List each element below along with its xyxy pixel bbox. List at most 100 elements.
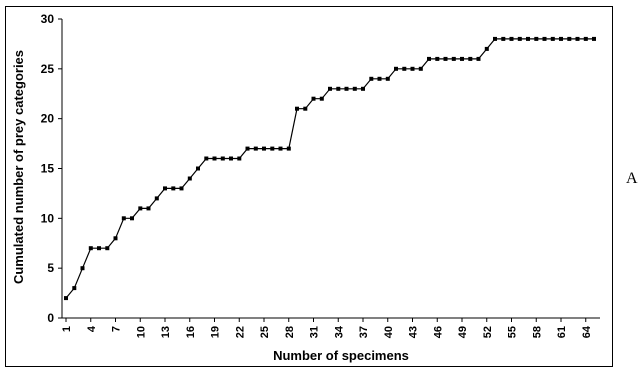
data-point	[262, 146, 266, 151]
y-tick-label: 25	[41, 62, 55, 76]
data-point	[196, 166, 200, 171]
data-point	[336, 86, 341, 91]
x-tick-label: 25	[259, 326, 271, 338]
data-point	[179, 186, 184, 191]
x-tick-label: 43	[408, 326, 420, 338]
data-point	[64, 296, 68, 301]
axes-layer: 0 5 10 15 20 25 30 1 4 7 10 13 16 19 22 25 28 31 34 37 40 43 4…	[41, 12, 600, 338]
data-point	[121, 216, 126, 221]
data-point	[352, 86, 357, 91]
data-point	[542, 36, 547, 41]
x-tick-label: 58	[531, 326, 543, 338]
data-point	[328, 86, 332, 91]
data-point	[319, 96, 324, 101]
x-tick-label: 4	[86, 325, 98, 332]
data-point	[344, 86, 349, 91]
data-point	[559, 36, 563, 41]
series-line	[65, 38, 594, 299]
x-tick-label: 52	[482, 326, 494, 338]
x-tick-label: 40	[383, 326, 395, 338]
data-point	[163, 186, 167, 191]
data-point	[154, 196, 159, 201]
x-tick-label: 49	[457, 326, 469, 338]
data-point	[295, 106, 299, 111]
data-point	[517, 36, 522, 41]
x-tick-label: 19	[210, 326, 222, 338]
data-point	[476, 56, 481, 61]
data-point	[245, 146, 250, 151]
x-tick-label: 22	[234, 326, 246, 338]
data-point	[567, 36, 572, 41]
data-point	[435, 56, 440, 61]
data-point	[443, 56, 448, 61]
y-tick-label: 5	[47, 261, 54, 275]
data-point	[278, 146, 283, 151]
data-point	[171, 186, 176, 191]
x-axis-title: Number of specimens	[273, 348, 409, 363]
data-point	[410, 66, 415, 71]
x-tick-label: 10	[135, 326, 147, 338]
y-tick-label: 0	[47, 311, 54, 325]
data-point	[377, 76, 382, 81]
data-point	[583, 36, 588, 41]
x-tick-label: 46	[432, 326, 444, 338]
data-point	[493, 36, 497, 41]
data-point	[468, 56, 473, 61]
data-point	[187, 176, 192, 181]
y-tick-label: 20	[41, 112, 55, 126]
data-point	[394, 66, 398, 71]
data-point	[130, 216, 134, 221]
y-tick-label: 30	[41, 12, 55, 26]
data-point	[369, 76, 374, 81]
y-axis-title: Cumulated number of prey categories	[11, 50, 26, 284]
data-point	[286, 146, 291, 151]
data-point	[72, 286, 77, 291]
data-point	[229, 156, 233, 161]
data-point	[592, 36, 596, 41]
series-layer	[64, 36, 596, 301]
x-tick-label: 31	[309, 326, 321, 338]
data-point	[311, 96, 316, 101]
x-tick-label: 64	[581, 325, 593, 338]
x-tick-label: 13	[160, 326, 172, 338]
data-point	[204, 156, 209, 161]
data-point	[526, 36, 530, 41]
panel-letter: A	[626, 170, 638, 187]
data-point	[220, 156, 225, 161]
data-point	[237, 156, 242, 161]
x-tick-label: 37	[358, 326, 370, 338]
data-point	[418, 66, 423, 71]
x-tick-label: 7	[111, 326, 123, 332]
data-point	[88, 246, 93, 251]
x-tick-label: 55	[507, 326, 519, 338]
data-point	[501, 36, 506, 41]
data-point	[427, 56, 431, 61]
data-point	[97, 246, 101, 251]
data-point	[212, 156, 217, 161]
data-point	[451, 56, 456, 61]
data-point	[534, 36, 539, 41]
data-point	[303, 106, 308, 111]
chart-frame: 0 5 10 15 20 25 30 1 4 7 10 13 16 19 22 25 28 31 34 37 40 43 4…	[5, 6, 613, 367]
data-point	[80, 266, 85, 271]
y-tick-label: 10	[41, 211, 55, 225]
data-point	[138, 206, 143, 211]
y-tick-label: 15	[41, 162, 55, 176]
x-tick-label: 34	[333, 325, 345, 338]
x-tick-label: 16	[185, 326, 197, 338]
data-point	[484, 46, 489, 51]
data-point	[146, 206, 151, 211]
data-point	[550, 36, 555, 41]
x-tick-label: 61	[556, 326, 568, 338]
data-point	[113, 236, 118, 241]
data-point	[361, 86, 365, 91]
data-point	[270, 146, 275, 151]
data-point	[385, 76, 390, 81]
data-point	[402, 66, 407, 71]
x-tick-label: 28	[284, 326, 296, 338]
x-tick-label: 1	[61, 326, 73, 332]
chart-svg: 0 5 10 15 20 25 30 1 4 7 10 13 16 19 22 25 28 31 34 37 40 43 4…	[11, 12, 600, 363]
data-point	[105, 246, 110, 251]
data-point	[509, 36, 514, 41]
data-point	[253, 146, 258, 151]
